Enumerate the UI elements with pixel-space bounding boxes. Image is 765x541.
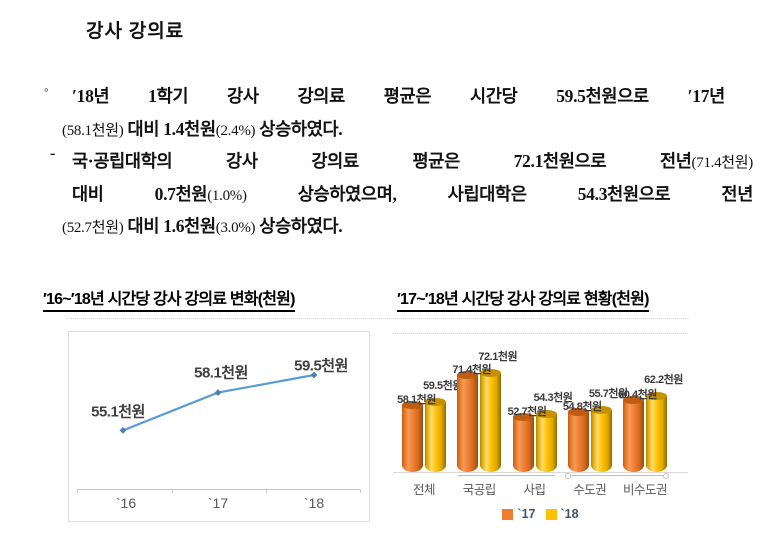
text-run: (58.1천원)	[62, 122, 124, 139]
plot-top-gridline	[393, 333, 688, 334]
legend-item-17: `17	[502, 507, 536, 521]
text-run: 대비 1.6천원	[123, 216, 217, 236]
dash-marker: -	[50, 145, 56, 162]
bar-value-label-18: 72.1천원	[478, 351, 518, 364]
bar-value-label-18: 62.2천원	[644, 373, 683, 386]
line-chart-title: ′16~′18년 시간당 강사 강의료 변화(천원)	[43, 285, 295, 312]
legend-swatch-18	[545, 508, 557, 520]
line-series	[119, 371, 318, 434]
text-run: 상승하였다.	[255, 118, 343, 139]
text-run: (1.0%)	[207, 187, 247, 204]
bullet-circle-marker: ◦	[44, 82, 49, 97]
legend-swatch-17	[502, 508, 514, 520]
bar-value-label-17: 52.7천원	[507, 406, 547, 419]
text-run: 상승하였으며, 사립대학은 54.3천원으로 전년	[246, 183, 754, 204]
text-run: 대비 0.7천원	[72, 183, 208, 204]
x-axis-tick-label: `17	[207, 495, 229, 511]
legend-label-17: `17	[517, 507, 536, 521]
legend-label-18: `18	[560, 507, 579, 521]
bar-18-4	[646, 391, 667, 472]
bar-value-label-17: 58.1천원	[397, 393, 436, 406]
text-run: (71.4천원)	[691, 155, 754, 171]
x-axis-line	[77, 489, 361, 490]
rule-end-dot	[663, 473, 669, 479]
category-label-3: 수도권	[573, 483, 607, 497]
x-axis-line	[393, 472, 688, 473]
bar-18-0	[425, 397, 446, 472]
bar-17-3	[567, 408, 589, 472]
text-run: 상승하였다.	[255, 216, 343, 236]
line-chart: 55.1천원 58.1천원 59.5천원 `16 `17 `18	[68, 331, 370, 522]
text-line: 대비 0.7천원(1.0%) 상승하였으며, 사립대학은 54.3천원으로 전년	[72, 179, 753, 212]
bar-18-3	[590, 406, 612, 472]
bar-17-4	[623, 395, 644, 472]
bar-17-2	[512, 413, 534, 472]
text-run: (52.7천원)	[62, 220, 124, 236]
category-label-1: 국공립	[462, 483, 497, 497]
legend-item-18: `18	[545, 507, 579, 521]
text-line: (58.1천원) 대비 1.4천원(2.4%) 상승하였다.	[62, 114, 725, 147]
text-run: 국·공립대학의 강사 강의료 평균은 72.1천원으로 전년	[72, 151, 692, 171]
bar-value-label-17: 60.4천원	[618, 388, 657, 401]
category-group-rule-region	[565, 473, 669, 479]
legend: `17 `18	[393, 507, 688, 521]
bar-17-1	[457, 370, 479, 472]
x-axis-tick-label: `16	[115, 495, 137, 511]
bar-17-0	[402, 400, 423, 472]
text-line: 국·공립대학의 강사 강의료 평균은 72.1천원으로 전년(71.4천원)	[72, 146, 753, 179]
data-point-label: 59.5천원	[294, 357, 348, 375]
page-title: 강사 강의료	[86, 21, 185, 42]
bullet-paragraph-2: - 국·공립대학의 강사 강의료 평균은 72.1천원으로 전년(71.4천원)…	[50, 145, 753, 244]
data-point-label: 55.1천원	[91, 403, 145, 421]
rule-end-dot	[565, 473, 571, 479]
x-axis-tick-label: `18	[303, 495, 325, 511]
category-group-rule-public-private	[458, 475, 555, 476]
dotted-divider-line	[66, 318, 690, 319]
bar-value-label-17: 54.8천원	[562, 401, 602, 414]
text-run: 대비 1.4천원	[123, 118, 217, 139]
text-run: (3.0%)	[215, 220, 256, 236]
text-line: ′18년 1학기 강사 강의료 평균은 시간당 59.5천원으로 ′17년	[72, 81, 725, 114]
bar-18-1	[480, 369, 502, 472]
bar-value-label-17: 71.4천원	[452, 363, 492, 376]
category-label-4: 비수도권	[622, 483, 668, 497]
bar-value-label-18: 55.7천원	[588, 388, 628, 401]
x-axis-tick	[171, 489, 173, 493]
x-axis-tick	[266, 489, 268, 493]
text-run: (2.4%)	[215, 122, 256, 139]
x-axis-tick	[77, 489, 78, 493]
bar-18-2	[535, 409, 557, 472]
text-line: (52.7천원) 대비 1.6천원(3.0%) 상승하였다.	[62, 211, 753, 244]
x-axis-tick	[360, 489, 361, 493]
bullet-paragraph-1: ◦ ′18년 1학기 강사 강의료 평균은 시간당 59.5천원으로 ′17년 …	[44, 81, 725, 146]
bar-value-label-18: 54.3천원	[533, 391, 573, 404]
category-label-0: 전체	[412, 483, 436, 497]
bar-chart-title: ′17~′18년 시간당 강사 강의료 현황(천원)	[397, 285, 649, 312]
bar-value-label-18: 59.5천원	[423, 379, 462, 392]
data-point-label: 58.1천원	[194, 364, 248, 382]
category-label-2: 사립	[523, 483, 546, 497]
text-run: ′18년 1학기 강사 강의료 평균은 시간당 59.5천원으로 ′17년	[72, 86, 725, 106]
